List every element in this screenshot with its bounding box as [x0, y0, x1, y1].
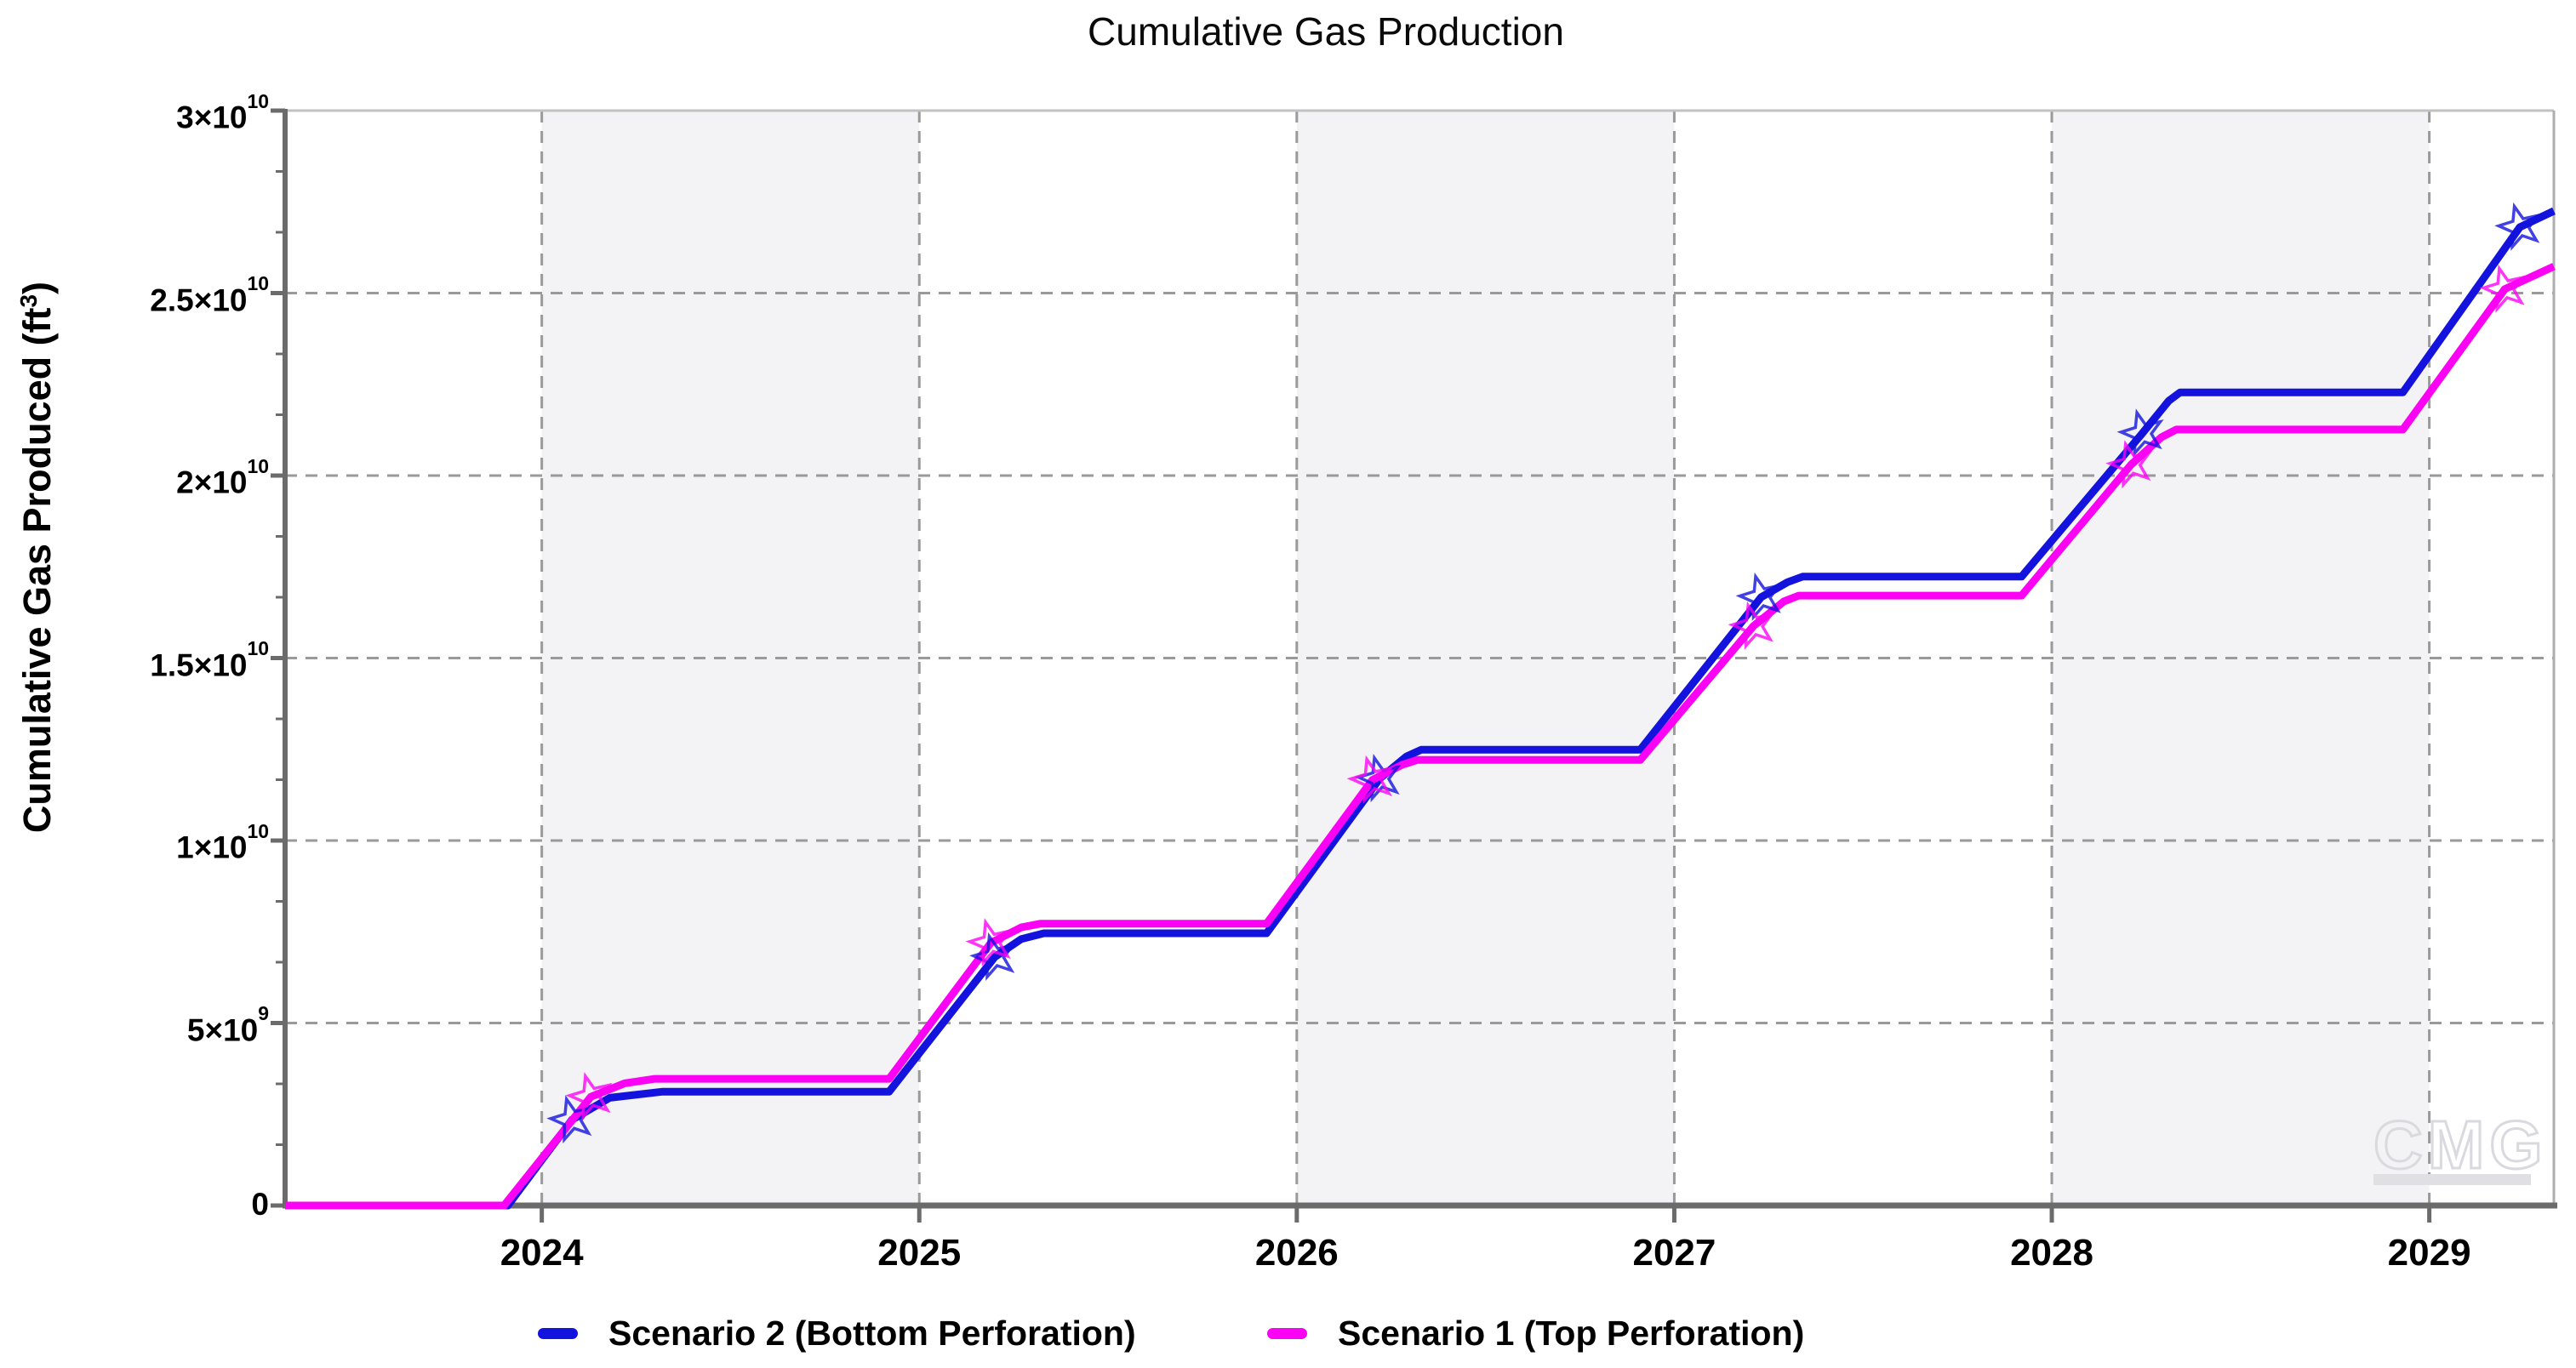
- star-marker-scenario-1: [565, 1072, 613, 1121]
- star-marker-scenario-2: [1735, 572, 1783, 621]
- star-marker-scenario-2: [546, 1095, 594, 1144]
- legend-swatch-scenario-2: [538, 1328, 578, 1339]
- star-marker-scenario-1: [1728, 601, 1775, 650]
- star-marker-scenario-2: [2494, 202, 2542, 251]
- legend-swatch-scenario-1: [1267, 1328, 1307, 1339]
- star-marker-scenario-1: [2479, 264, 2527, 313]
- plot-band: [541, 111, 920, 1206]
- cmg-logo: CMG: [2373, 1106, 2548, 1184]
- plot-band: [1296, 111, 1675, 1206]
- star-marker-scenario-2: [969, 932, 1017, 981]
- chart-title: Cumulative Gas Production: [1088, 9, 1564, 54]
- y-axis-title: Cumulative Gas Produced (ft3): [15, 282, 60, 833]
- legend-item-scenario-2[interactable]: Scenario 2 (Bottom Perforation): [538, 1314, 1136, 1354]
- y-axis-title-close: ): [15, 281, 59, 294]
- legend-label-scenario-1: Scenario 1 (Top Perforation): [1338, 1314, 1805, 1353]
- star-marker-scenario-1: [965, 918, 1013, 967]
- star-marker-scenario-1: [1346, 755, 1394, 804]
- y-axis-title-sup: 3: [15, 294, 42, 308]
- series-line-scenario-1[interactable]: [285, 263, 2556, 1210]
- star-marker-scenario-1: [2105, 440, 2153, 489]
- star-marker-scenario-2: [2116, 408, 2164, 458]
- y-axis-title-text: Cumulative Gas Produced (ft: [15, 307, 59, 834]
- legend-label-scenario-2: Scenario 2 (Bottom Perforation): [608, 1314, 1136, 1353]
- cmg-logo-underline: [2373, 1174, 2531, 1185]
- legend-item-scenario-1[interactable]: Scenario 1 (Top Perforation): [1267, 1314, 1804, 1354]
- series-line-scenario-2[interactable]: [285, 207, 2556, 1210]
